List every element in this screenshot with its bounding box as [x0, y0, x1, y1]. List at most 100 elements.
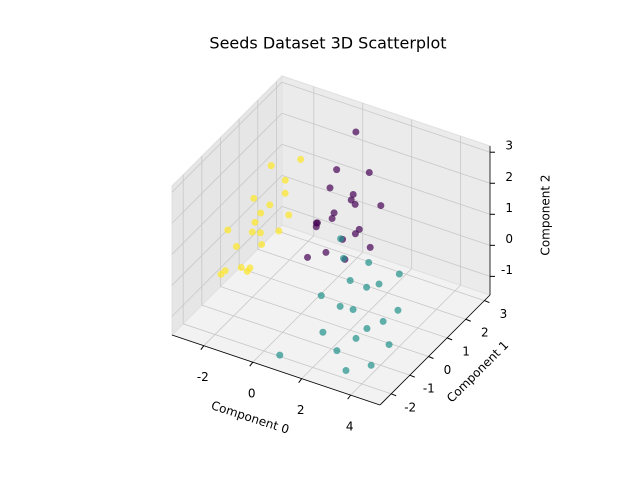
y-tick-label: 0	[444, 363, 452, 377]
point	[336, 302, 344, 310]
point	[365, 168, 373, 176]
grid-line	[281, 174, 491, 246]
z-tick-label: 3	[505, 139, 513, 153]
point	[246, 264, 254, 272]
point	[365, 258, 373, 266]
point	[232, 243, 240, 251]
x-tick-label: 2	[297, 403, 305, 417]
z-tick-label: 0	[505, 232, 513, 246]
x-tick-label: -2	[197, 370, 209, 384]
point	[224, 226, 232, 234]
grid-line	[301, 268, 412, 379]
point	[266, 201, 274, 209]
point	[275, 227, 283, 235]
y-tick-label: -1	[423, 382, 435, 396]
point	[304, 253, 312, 261]
grid-line	[171, 81, 283, 193]
y-axis-line	[379, 294, 491, 406]
point	[351, 230, 359, 238]
grid-line	[238, 267, 448, 339]
point	[281, 176, 289, 184]
x-tick	[298, 378, 303, 383]
grid-line	[171, 144, 283, 255]
y-tick	[409, 374, 416, 378]
z-tick-label: 1	[505, 201, 513, 215]
point	[363, 324, 371, 332]
y-tick	[446, 337, 453, 341]
grid-line	[220, 286, 429, 357]
point	[250, 194, 258, 202]
point	[337, 235, 345, 243]
point	[367, 361, 375, 369]
point	[333, 347, 341, 355]
y-tick-label: 2	[481, 326, 489, 340]
grid-line	[171, 112, 283, 224]
point	[297, 155, 305, 163]
point	[221, 267, 229, 275]
point	[319, 328, 327, 336]
y-tick-label: 1	[462, 344, 470, 358]
point	[257, 209, 265, 217]
point	[351, 200, 359, 208]
point	[267, 162, 275, 170]
point	[349, 305, 357, 313]
grid-line	[203, 235, 315, 346]
x-axis-label: Component 0	[209, 398, 290, 436]
point	[377, 202, 385, 210]
point	[352, 334, 360, 342]
y-tick	[484, 300, 490, 304]
point	[352, 128, 360, 136]
point	[363, 283, 371, 291]
y-tick-label: 3	[500, 307, 508, 321]
point	[326, 184, 334, 192]
point	[276, 351, 284, 359]
point	[317, 292, 325, 300]
point	[237, 263, 245, 271]
point	[375, 280, 383, 288]
point	[366, 243, 374, 251]
x-tick-label: 0	[248, 387, 256, 401]
x-tick-label: 4	[346, 420, 354, 434]
y-tick	[428, 356, 434, 359]
y-tick	[391, 393, 397, 397]
y-axis-label: Component 1	[444, 338, 511, 405]
grid-line	[276, 230, 485, 301]
x-tick	[200, 345, 205, 351]
point	[328, 214, 336, 222]
point	[285, 211, 293, 219]
point	[379, 317, 387, 325]
point	[346, 277, 354, 285]
x-tick	[249, 361, 254, 367]
point	[330, 209, 338, 217]
point	[394, 306, 402, 314]
point	[256, 229, 264, 237]
point	[258, 240, 266, 248]
grid-line	[257, 248, 466, 320]
point	[281, 189, 289, 197]
grid-line	[252, 251, 364, 363]
x-tick	[347, 394, 352, 400]
point	[251, 218, 259, 226]
point	[342, 367, 350, 375]
grid-line	[281, 81, 491, 153]
z-tick-label: 2	[505, 170, 513, 184]
point	[322, 248, 330, 256]
grid-line	[350, 284, 461, 396]
grid-line	[171, 206, 283, 317]
point	[340, 254, 348, 262]
grid-line	[281, 143, 491, 215]
grid-line	[281, 205, 491, 277]
chart-title: Seeds Dataset 3D Scatterplot	[209, 34, 446, 53]
x-axis-line	[171, 334, 381, 406]
point	[385, 341, 393, 349]
grid-line	[183, 323, 392, 395]
y-tick	[465, 318, 471, 322]
grid-line	[201, 304, 410, 376]
point	[333, 166, 341, 174]
point	[395, 270, 403, 278]
point	[313, 219, 321, 227]
grid-line	[281, 112, 491, 184]
z-axis-label: Component 2	[539, 174, 553, 255]
y-tick-label: -2	[404, 400, 416, 414]
